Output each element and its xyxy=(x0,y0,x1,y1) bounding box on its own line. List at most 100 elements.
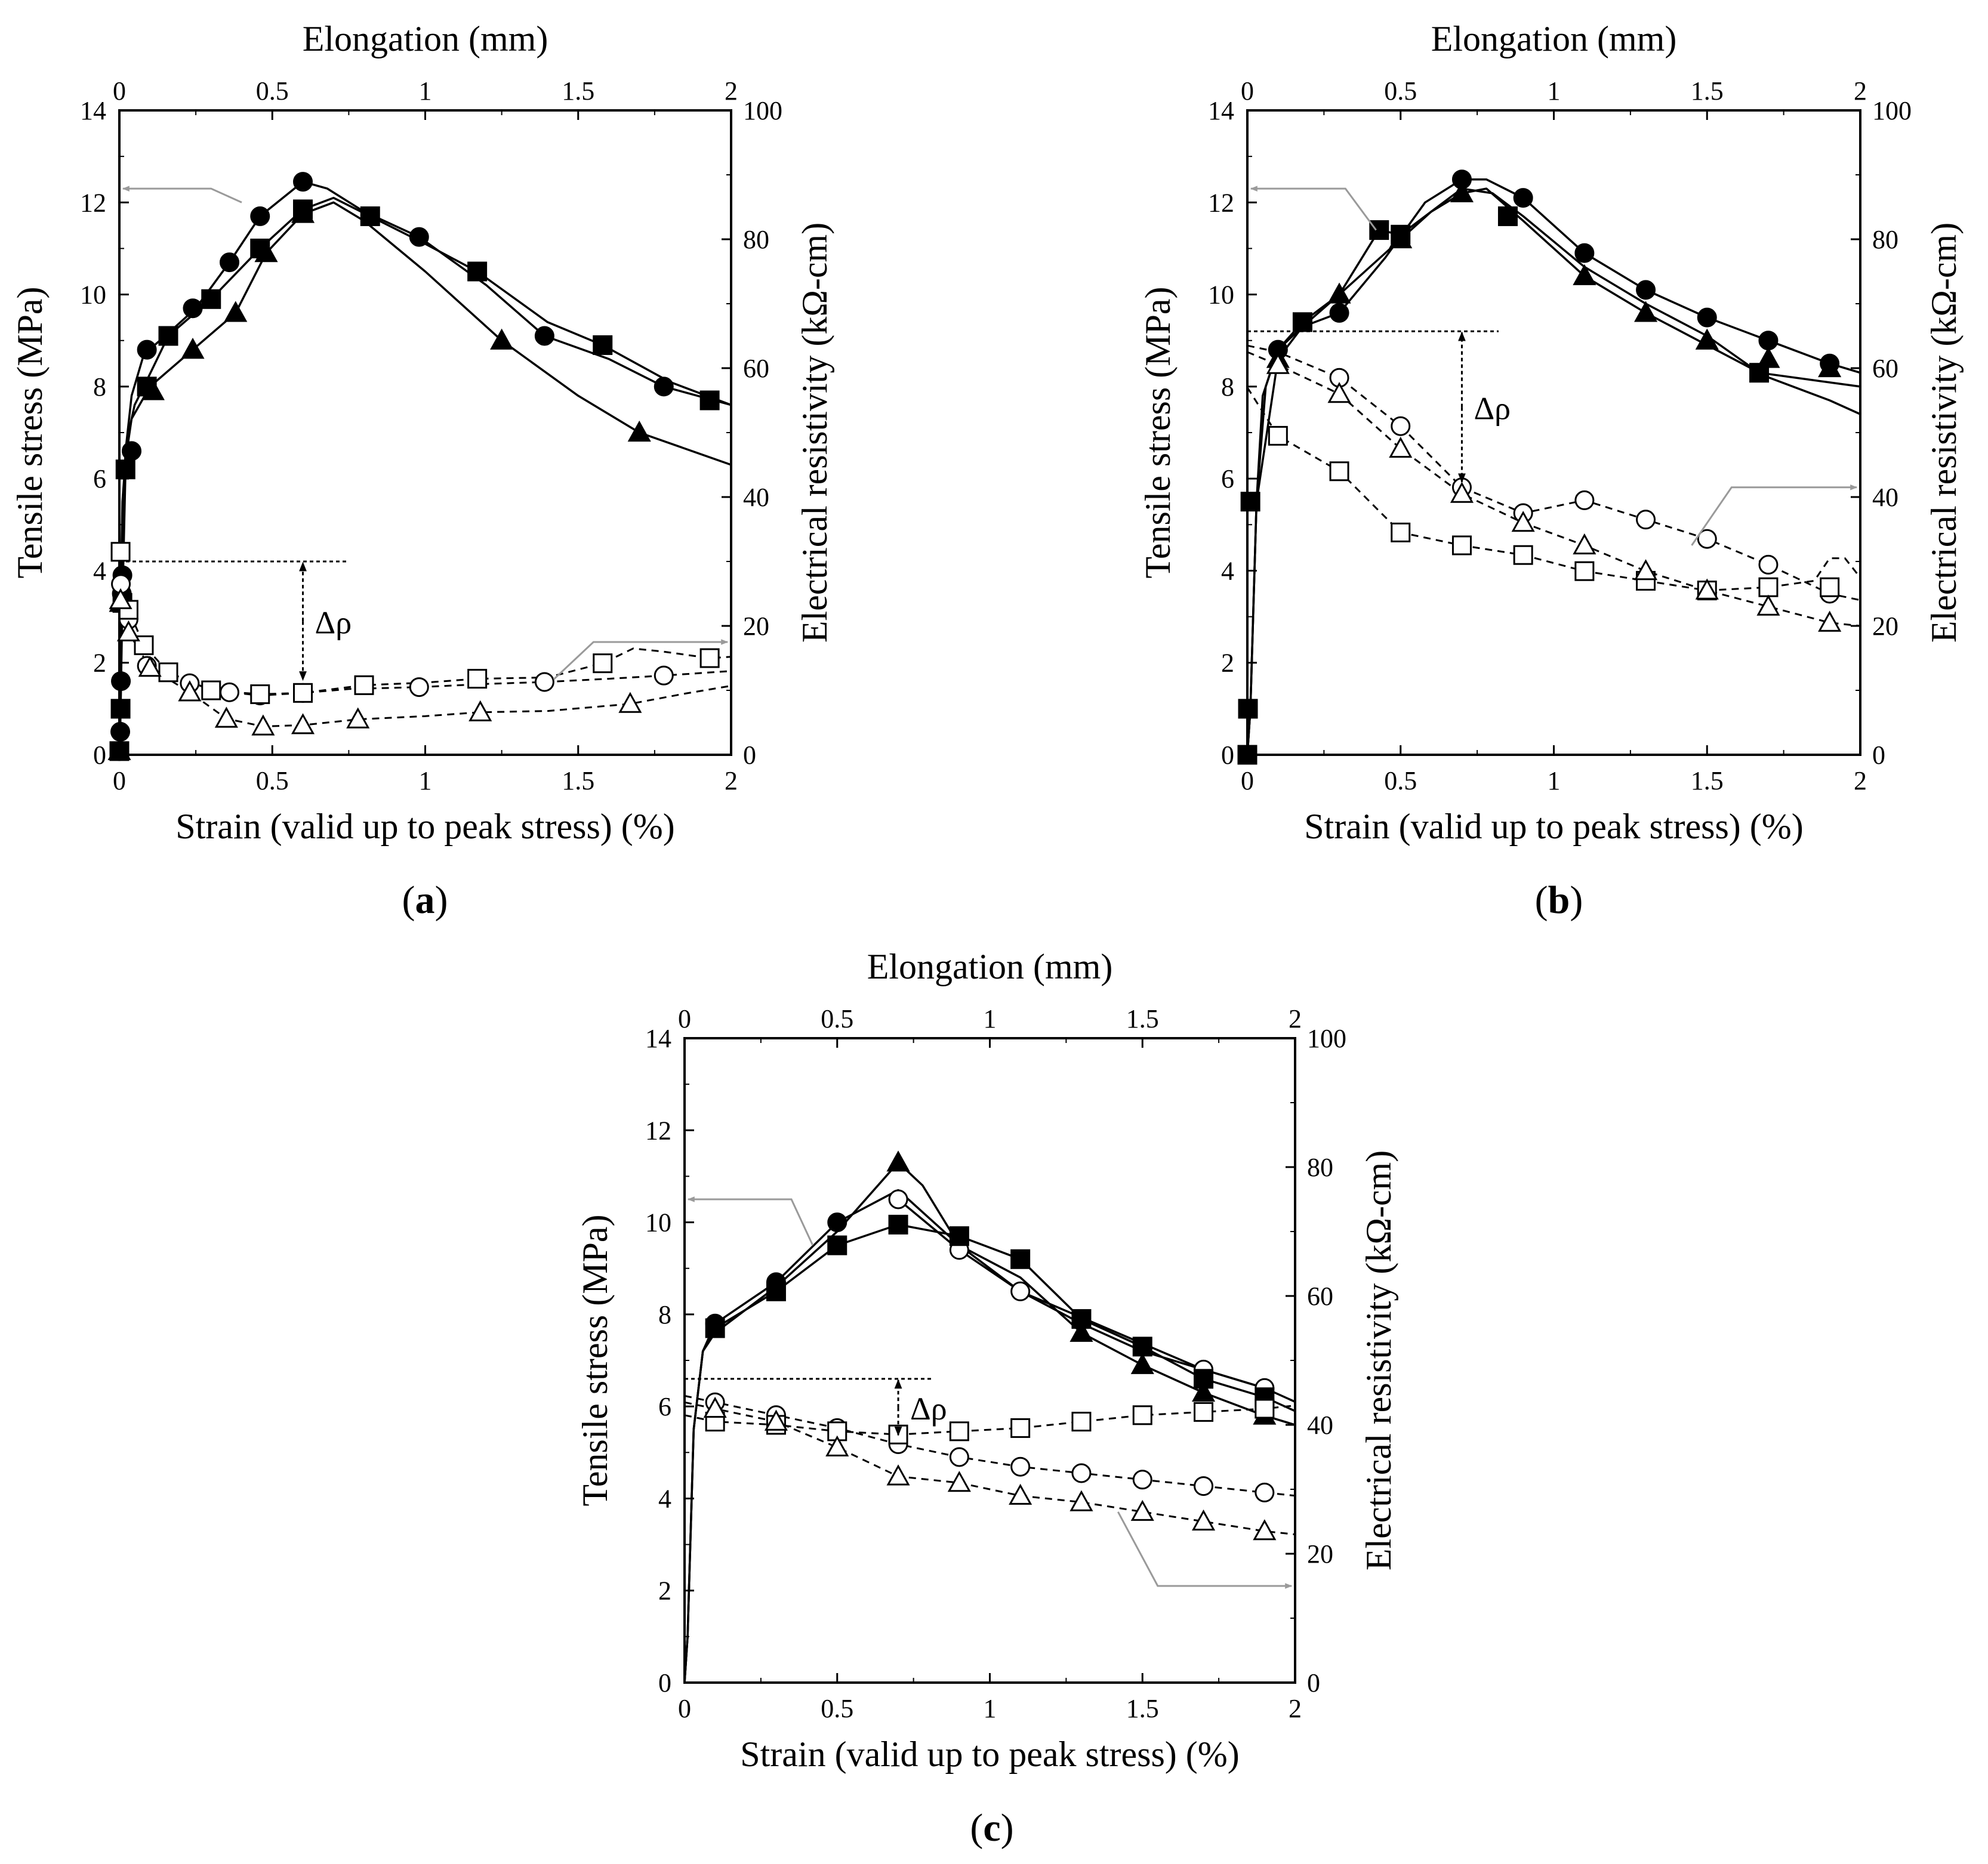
x2-tick-label: 0.5 xyxy=(1384,76,1417,106)
marker-stress-triangle xyxy=(627,420,651,442)
marker-resistivity-square xyxy=(1071,1412,1092,1432)
y-axis-title: Tensile stress (MPa) xyxy=(575,1214,615,1506)
marker-stress-square xyxy=(467,261,488,282)
x2-tick-label: 0 xyxy=(1241,76,1254,106)
marker-stress-square xyxy=(158,326,178,346)
marker-resistivity-square xyxy=(1513,545,1533,565)
marker-resistivity-square xyxy=(293,683,313,703)
y2-tick-label: 0 xyxy=(1872,740,1885,770)
x2-axis-title: Elongation (mm) xyxy=(303,19,548,58)
marker-resistivity-square xyxy=(593,653,613,674)
marker-stress-triangle xyxy=(1450,181,1474,202)
marker-resistivity-circle xyxy=(534,672,554,692)
marker-resistivity-circle xyxy=(1071,1463,1092,1483)
y2-tick-label: 80 xyxy=(1872,225,1898,254)
y2-tick-label: 80 xyxy=(743,225,769,254)
panel-label-letter: b xyxy=(1548,878,1570,922)
series-line-resistivity-triangle xyxy=(119,600,732,727)
marker-resistivity-circle xyxy=(1758,554,1779,575)
marker-stress-triangle xyxy=(1695,328,1719,350)
y-tick-label: 10 xyxy=(1208,280,1234,310)
marker-stress-square xyxy=(1240,492,1260,512)
panel-label-b: (b) xyxy=(1535,878,1583,922)
series-line-stress-circle xyxy=(683,1189,1296,1683)
marker-stress-circle xyxy=(534,326,554,346)
y-tick-label: 8 xyxy=(93,372,106,402)
panel-label-paren: ) xyxy=(435,878,448,922)
x2-tick-label: 2 xyxy=(1289,1004,1302,1033)
y-tick-label: 4 xyxy=(658,1484,671,1513)
marker-resistivity-triangle xyxy=(1818,610,1842,632)
marker-resistivity-triangle xyxy=(1253,1519,1277,1541)
marker-stress-triangle xyxy=(1389,227,1413,249)
marker-stress-circle xyxy=(220,252,239,273)
marker-stress-square xyxy=(699,390,720,411)
marker-resistivity-triangle xyxy=(1009,1483,1032,1505)
marker-stress-triangle xyxy=(181,338,205,359)
marker-stress-circle xyxy=(122,441,141,461)
x-tick-label: 2 xyxy=(1289,1694,1302,1723)
resistivity-axis-pointer-arrow xyxy=(1691,484,1858,546)
marker-resistivity-triangle xyxy=(1266,353,1290,374)
marker-resistivity-triangle xyxy=(618,692,642,713)
x2-tick-label: 1 xyxy=(984,1004,997,1033)
marker-stress-circle xyxy=(654,376,674,397)
y-tick-label: 0 xyxy=(93,740,106,770)
marker-resistivity-triangle xyxy=(109,588,132,609)
marker-stress-circle xyxy=(1329,303,1349,323)
marker-resistivity-circle xyxy=(220,682,239,702)
x-tick-label: 1 xyxy=(419,766,432,795)
x2-tick-label: 0.5 xyxy=(821,1004,853,1033)
y-tick-label: 0 xyxy=(1221,740,1234,770)
marker-resistivity-circle xyxy=(1636,510,1656,530)
x-tick-label: 1.5 xyxy=(1126,1694,1159,1723)
x2-tick-label: 2 xyxy=(1854,76,1867,106)
chart-panel-c: (c) 000.50.5111.51.522024681012140204060… xyxy=(575,947,1398,1850)
x-tick-label: 1 xyxy=(984,1694,997,1723)
y2-tick-label: 20 xyxy=(1307,1539,1333,1569)
x2-tick-label: 2 xyxy=(725,76,738,106)
marker-stress-square xyxy=(766,1281,786,1301)
panel-label-letter: c xyxy=(983,1806,1000,1850)
y-tick-label: 14 xyxy=(80,96,106,125)
marker-resistivity-square xyxy=(1132,1405,1152,1425)
marker-stress-square xyxy=(1369,220,1389,240)
series-line-resistivity-triangle xyxy=(1247,351,1861,627)
marker-resistivity-triangle xyxy=(1069,1490,1093,1511)
x-tick-label: 1.5 xyxy=(562,766,594,795)
marker-resistivity-circle xyxy=(1697,529,1717,549)
marker-stress-circle xyxy=(293,172,313,192)
marker-resistivity-triangle xyxy=(1192,1509,1216,1531)
marker-stress-circle xyxy=(183,298,203,319)
marker-resistivity-triangle xyxy=(886,1464,910,1486)
x2-tick-label: 0 xyxy=(113,76,126,106)
marker-stress-circle xyxy=(1758,331,1779,351)
y-tick-label: 12 xyxy=(80,188,106,217)
y-tick-label: 4 xyxy=(1221,556,1234,585)
y-tick-label: 8 xyxy=(658,1300,671,1329)
marker-resistivity-square xyxy=(699,648,720,668)
marker-stress-circle-open xyxy=(1010,1281,1031,1301)
marker-resistivity-circle xyxy=(409,677,429,698)
series-line-stress-square xyxy=(118,196,732,755)
x-axis-title: Strain (valid up to peak stress) (%) xyxy=(175,807,674,846)
marker-resistivity-triangle xyxy=(291,713,315,735)
marker-stress-square xyxy=(1497,206,1518,226)
marker-stress-square xyxy=(201,289,221,309)
marker-stress-square xyxy=(115,459,135,480)
marker-resistivity-square xyxy=(1268,425,1288,446)
marker-resistivity-square xyxy=(1451,535,1472,556)
marker-resistivity-triangle xyxy=(214,706,238,728)
marker-resistivity-square xyxy=(827,1421,847,1442)
resistivity-axis-pointer-arrow xyxy=(1117,1511,1293,1589)
y-tick-label: 2 xyxy=(93,649,106,678)
marker-stress-circle xyxy=(1513,188,1533,208)
y2-tick-label: 60 xyxy=(1307,1282,1333,1311)
marker-resistivity-square xyxy=(1194,1402,1214,1422)
marker-stress-circle xyxy=(110,721,131,742)
y2-tick-label: 100 xyxy=(743,96,782,125)
marker-stress-circle xyxy=(1574,243,1595,263)
y-tick-label: 10 xyxy=(80,280,106,310)
y2-axis-title: Electrical resistivity (kΩ-cm) xyxy=(1924,223,1964,643)
y2-tick-label: 20 xyxy=(743,612,769,641)
